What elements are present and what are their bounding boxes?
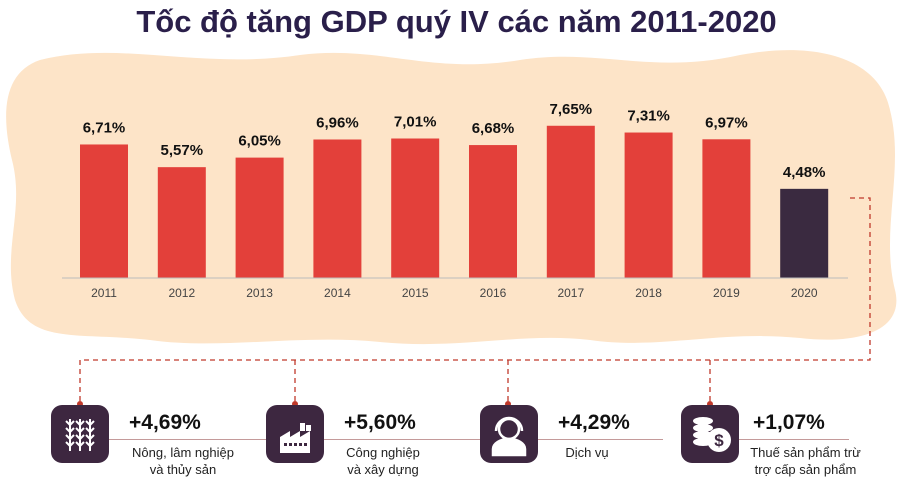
- bar-2017: [546, 125, 595, 278]
- x-tick-label: 2013: [246, 286, 273, 300]
- bar-2018: [624, 132, 673, 278]
- sector-label: Nông, lâm nghiệp và thủy sản: [113, 444, 253, 478]
- coins-dollar-icon: $: [681, 405, 739, 463]
- divider: [109, 439, 281, 440]
- divider: [538, 439, 663, 440]
- data-label: 6,71%: [83, 119, 126, 136]
- x-tick-label: 2014: [324, 286, 351, 300]
- divider: [324, 439, 496, 440]
- sector-label-line: Thuế sản phẩm trừ: [750, 445, 861, 460]
- sector-label-line: và xây dựng: [347, 462, 419, 477]
- x-tick-label: 2012: [168, 286, 195, 300]
- bar-2011: [80, 144, 128, 278]
- bar-2013: [235, 157, 284, 278]
- data-label: 6,05%: [238, 133, 281, 150]
- data-label: 6,96%: [316, 114, 359, 131]
- sector-growth-value: +5,60%: [344, 411, 416, 434]
- bar-2015: [391, 138, 440, 278]
- data-label: 6,97%: [705, 114, 748, 131]
- x-tick-label: 2020: [791, 286, 818, 300]
- data-label: 7,65%: [550, 101, 593, 118]
- bar-2019: [702, 139, 751, 278]
- sector-label-line: Nông, lâm nghiệp: [132, 445, 234, 460]
- data-label: 7,31%: [627, 108, 670, 125]
- data-label: 6,68%: [472, 120, 515, 137]
- sector-label: Dịch vụ: [542, 444, 632, 461]
- sector-label-line: Dịch vụ: [565, 445, 609, 460]
- x-tick-label: 2011: [91, 286, 117, 300]
- chart-title: Tốc độ tăng GDP quý IV các năm 2011-2020: [136, 4, 777, 39]
- sector-label-line: Công nghiệp: [346, 445, 420, 460]
- x-tick-label: 2018: [635, 286, 662, 300]
- x-tick-label: 2015: [402, 286, 429, 300]
- sector-label: Thuế sản phẩm trừ trợ cấp sản phẩm: [743, 444, 868, 478]
- data-label: 7,01%: [394, 114, 437, 131]
- wheat-icon: [51, 405, 109, 463]
- sector-label-line: trợ cấp sản phẩm: [754, 462, 857, 477]
- bar-2014: [313, 139, 362, 278]
- x-tick-label: 2019: [713, 286, 740, 300]
- background-blob: [6, 50, 897, 345]
- bar-2012: [157, 167, 206, 278]
- sector-growth-value: +4,29%: [558, 411, 630, 434]
- x-tick-label: 2016: [480, 286, 507, 300]
- sector-growth-value: +1,07%: [753, 411, 825, 434]
- sector-label-line: và thủy sản: [149, 462, 217, 477]
- bar-2016: [469, 145, 517, 278]
- factory-icon: [266, 405, 324, 463]
- divider: [739, 439, 849, 440]
- sector-label: Công nghiệp và xây dựng: [328, 444, 438, 478]
- data-label: 5,57%: [161, 142, 204, 159]
- x-tick-label: 2017: [557, 286, 584, 300]
- data-label: 4,48%: [783, 164, 826, 181]
- svg-text:$: $: [714, 431, 724, 450]
- bar-2020: [780, 188, 829, 278]
- service-worker-icon: [480, 405, 538, 463]
- sector-growth-value: +4,69%: [129, 411, 201, 434]
